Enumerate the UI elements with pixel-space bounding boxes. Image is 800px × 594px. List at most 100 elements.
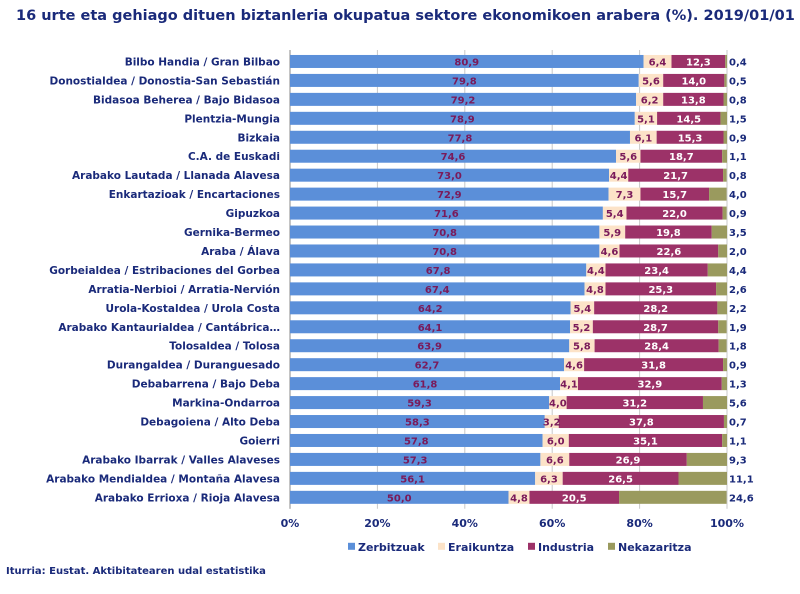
bar-segment-zerbitzuak xyxy=(290,73,639,87)
legend-swatch xyxy=(528,542,535,550)
bar-segment-eraikuntza xyxy=(643,54,672,68)
data-label: 3,2 xyxy=(543,418,561,429)
category-label: Arabako Ibarrak / Valles Alaveses xyxy=(82,454,280,466)
bar-segment-eraikuntza xyxy=(544,415,559,429)
category-label: C.A. de Euskadi xyxy=(188,151,280,163)
data-label: 4,0 xyxy=(729,190,747,201)
bar-segment-eraikuntza xyxy=(616,149,641,163)
data-label: 70,8 xyxy=(432,228,457,239)
data-label: 11,1 xyxy=(729,474,754,485)
bar-segment-industria xyxy=(605,263,708,277)
bar-segment-eraikuntza xyxy=(570,301,595,315)
bar-segment-zerbitzuak xyxy=(290,149,617,163)
bar-segment-nekazaritza xyxy=(709,187,727,201)
data-label: 67,8 xyxy=(426,266,451,277)
legend-swatch xyxy=(438,542,445,550)
data-label: 23,4 xyxy=(644,266,669,277)
bar-segment-industria xyxy=(566,396,703,410)
category-label: Plentzia-Mungia xyxy=(184,113,280,125)
data-label: 21,7 xyxy=(663,171,688,182)
data-label: 79,8 xyxy=(452,76,477,87)
bar-segment-industria xyxy=(663,73,725,87)
category-label: Goierri xyxy=(239,435,280,447)
data-label: 32,9 xyxy=(638,380,663,391)
data-label: 64,2 xyxy=(418,304,443,315)
category-label: Durangaldea / Duranguesado xyxy=(107,360,280,372)
bar-segment-eraikuntza xyxy=(634,111,658,125)
data-label: 15,3 xyxy=(678,133,703,144)
data-label: 57,8 xyxy=(404,436,429,447)
bar-segment-industria xyxy=(594,301,718,315)
category-label: Arabako Lautada / Llanada Alavesa xyxy=(72,170,280,182)
data-label: 4,8 xyxy=(586,285,604,296)
data-label: 2,6 xyxy=(729,285,747,296)
data-label: 5,8 xyxy=(573,342,591,353)
data-label: 4,6 xyxy=(601,247,619,258)
bar-segment-eraikuntza xyxy=(636,92,664,106)
chart-source: Iturria: Eustat. Aktibitatearen udal est… xyxy=(6,566,266,577)
bar-segment-industria xyxy=(562,471,679,485)
data-label: 62,7 xyxy=(415,361,440,372)
category-label: Gipuzkoa xyxy=(226,208,280,220)
bar-segment-nekazaritza xyxy=(721,377,727,391)
bar-segment-industria xyxy=(577,377,722,391)
x-tick-label: 0% xyxy=(281,517,300,530)
bar-segment-industria xyxy=(584,358,724,372)
data-label: 5,6 xyxy=(729,399,747,410)
gridlines xyxy=(289,50,728,509)
bar-segment-zerbitzuak xyxy=(290,282,585,296)
data-label: 0,8 xyxy=(729,171,747,182)
data-label: 4,6 xyxy=(565,361,583,372)
data-label: 26,5 xyxy=(608,474,633,485)
bar-segment-eraikuntza xyxy=(599,225,626,239)
bar-segment-nekazaritza xyxy=(716,282,727,296)
bar-segment-eraikuntza xyxy=(638,73,664,87)
bar-segment-eraikuntza xyxy=(569,339,595,353)
bar-segment-zerbitzuak xyxy=(290,452,541,466)
category-label: Arabako Kantaurialdea / Cantábrica… xyxy=(58,322,280,334)
data-label: 5,6 xyxy=(642,76,660,87)
bar-segment-nekazaritza xyxy=(720,111,727,125)
bar-segment-industria xyxy=(656,130,724,144)
data-label: 4,4 xyxy=(610,171,628,182)
bar-segment-eraikuntza xyxy=(608,187,641,201)
bar-segment-zerbitzuak xyxy=(290,187,609,201)
bar-segment-eraikuntza xyxy=(563,358,585,372)
data-label: 5,4 xyxy=(606,209,624,220)
bar-segment-zerbitzuak xyxy=(290,415,545,429)
category-label: Bidasoa Beherea / Bajo Bidasoa xyxy=(93,94,280,106)
data-label: 6,0 xyxy=(547,436,565,447)
bar-segment-industria xyxy=(594,339,719,353)
data-label: 50,0 xyxy=(387,493,412,504)
category-labels: Bilbo Handia / Gran Bilbao Donostialdea /… xyxy=(46,56,280,504)
bar-segment-zerbitzuak xyxy=(290,433,543,447)
bar-segment-industria xyxy=(592,320,719,334)
bar-segment-nekazaritza xyxy=(711,225,727,239)
bar-segment-nekazaritza xyxy=(702,396,727,410)
bar-segment-nekazaritza xyxy=(722,433,727,447)
bar-segment-nekazaritza xyxy=(619,490,727,504)
data-label: 28,7 xyxy=(643,323,668,334)
data-label: 28,2 xyxy=(643,304,668,315)
x-tick-label: 100% xyxy=(710,517,744,530)
data-label: 4,0 xyxy=(549,399,567,410)
bar-segment-industria xyxy=(625,225,712,239)
bar-segment-industria xyxy=(558,415,724,429)
data-label: 5,1 xyxy=(637,114,655,125)
data-label: 13,8 xyxy=(681,95,706,106)
data-label: 0,4 xyxy=(729,57,747,68)
data-label: 26,9 xyxy=(616,455,641,466)
bar-segment-zerbitzuak xyxy=(290,111,635,125)
bar-segment-industria xyxy=(619,244,719,258)
data-label: 14,0 xyxy=(681,76,706,87)
bar-segment-eraikuntza xyxy=(609,168,629,182)
data-label: 4,4 xyxy=(729,266,747,277)
bar-segment-zerbitzuak xyxy=(290,471,536,485)
bar-segment-zerbitzuak xyxy=(290,168,610,182)
data-label: 31,2 xyxy=(622,399,647,410)
bar-segment-industria xyxy=(640,187,710,201)
data-label: 37,8 xyxy=(629,418,654,429)
data-label: 22,0 xyxy=(662,209,687,220)
bar-segment-zerbitzuak xyxy=(290,206,603,220)
